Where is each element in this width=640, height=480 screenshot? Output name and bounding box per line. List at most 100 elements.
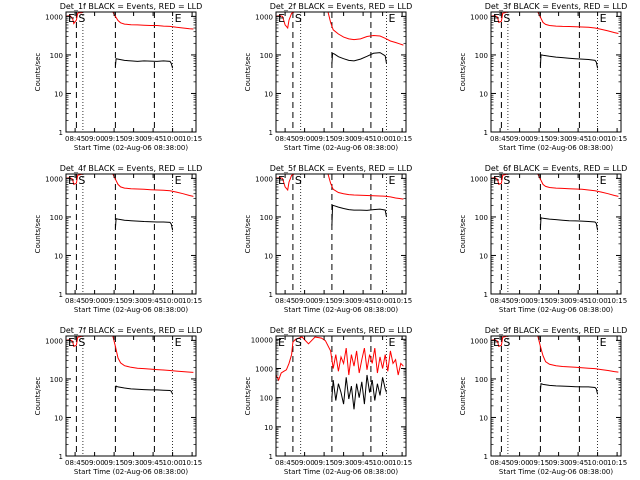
y-tick-label: 1 [269,453,273,461]
y-tick-label: 100 [50,52,63,60]
phase-marker-label: E [175,12,182,25]
x-tick-label: 09:00 [510,297,530,305]
y-tick-label: 1000 [470,13,488,21]
series-line-lld [275,173,404,200]
y-tick-label: 10 [264,90,273,98]
x-tick-label: 10:15 [607,297,627,305]
y-tick-label: 1 [59,453,63,461]
plot-frame [65,11,197,133]
x-tick-label: 10:00 [588,297,608,305]
y-tick-label: 1000 [255,365,273,373]
y-axis-label: Counts/sec [244,377,252,416]
x-axis-label: Start Time (02-Aug-06 08:38:00) [499,306,613,314]
x-tick-label: 09:45 [353,297,373,305]
x-tick-label: 10:15 [392,297,412,305]
x-axis-label: Start Time (02-Aug-06 08:38:00) [284,144,398,152]
y-tick-label: 1 [484,129,488,137]
y-tick-label: 100 [260,395,273,403]
x-tick-label: 09:15 [529,297,549,305]
x-tick-label: 08:45 [275,459,295,467]
x-tick-label: 09:15 [529,135,549,143]
phase-marker-label: S [503,174,510,187]
y-tick-label: 10 [54,252,63,260]
x-tick-label: 09:00 [510,459,530,467]
y-tick-label: 100 [260,214,273,222]
x-tick-label: 10:15 [182,135,202,143]
x-tick-label: 09:45 [568,297,588,305]
x-tick-label: 09:00 [295,135,315,143]
phase-marker-label: S [78,174,85,187]
y-tick-label: 100 [475,52,488,60]
x-tick-label: 09:15 [529,459,549,467]
plot-frame [275,335,407,457]
phase-marker-label: E [175,174,182,187]
x-tick-label: 10:15 [392,459,412,467]
x-tick-label: 08:45 [65,135,85,143]
phase-marker-label: E [389,12,396,25]
phase-marker-label: E [493,336,500,349]
y-tick-label: 1000 [470,337,488,345]
x-tick-label: 09:45 [143,135,163,143]
x-tick-label: 09:00 [85,297,105,305]
x-axis-label: Start Time (02-Aug-06 08:38:00) [74,468,188,476]
plot-frame [490,173,622,295]
plot-frame [275,173,407,295]
y-tick-label: 1 [269,129,273,137]
x-tick-label: 09:00 [85,459,105,467]
y-tick-label: 10 [54,90,63,98]
x-tick-label: 10:15 [182,459,202,467]
series-line-lld [490,335,619,373]
x-tick-label: 09:30 [549,459,569,467]
y-tick-label: 1000 [45,175,63,183]
plot-title: Det_6f BLACK = Events, RED = LLD [485,164,628,173]
x-tick-label: 10:15 [182,297,202,305]
x-tick-label: 09:45 [143,459,163,467]
x-tick-label: 09:15 [104,297,124,305]
phase-marker-label: E [600,174,607,187]
x-tick-label: 08:45 [275,297,295,305]
series-line-events [331,52,387,64]
y-axis-label: Counts/sec [459,53,467,92]
y-tick-label: 10000 [251,336,273,344]
x-tick-label: 09:00 [85,135,105,143]
series-line-lld [65,11,194,30]
x-tick-label: 08:45 [490,459,510,467]
x-tick-label: 09:00 [295,297,315,305]
x-tick-label: 09:30 [549,297,569,305]
y-axis-label: Counts/sec [34,215,42,254]
phase-marker-label: S [78,336,85,349]
x-tick-label: 10:00 [373,135,393,143]
x-tick-label: 08:45 [65,459,85,467]
phase-marker-label: E [278,336,285,349]
series-line-events [114,58,174,69]
x-tick-label: 09:15 [104,459,124,467]
phase-marker-label: E [600,12,607,25]
phase-marker-label: E [493,174,500,187]
x-tick-label: 10:00 [588,459,608,467]
x-tick-label: 09:15 [104,135,124,143]
x-tick-label: 10:15 [607,459,627,467]
x-tick-label: 09:00 [510,135,530,143]
phase-marker-label: S [503,12,510,25]
x-tick-label: 09:45 [568,135,588,143]
phase-marker-label: E [68,174,75,187]
phase-marker-label: S [295,174,302,187]
plot-title: Det_9f BLACK = Events, RED = LLD [485,326,628,335]
x-tick-label: 09:45 [143,297,163,305]
phase-marker-label: E [68,12,75,25]
y-tick-label: 10 [479,252,488,260]
y-tick-label: 10 [264,424,273,432]
x-tick-label: 10:15 [607,135,627,143]
phase-marker-label: E [493,12,500,25]
y-axis-label: Counts/sec [34,377,42,416]
y-tick-label: 10 [264,252,273,260]
y-tick-label: 1000 [470,175,488,183]
phase-marker-label: E [389,174,396,187]
plot-title: Det_3f BLACK = Events, RED = LLD [485,2,628,11]
x-tick-label: 09:30 [124,297,144,305]
x-tick-label: 09:15 [314,135,334,143]
